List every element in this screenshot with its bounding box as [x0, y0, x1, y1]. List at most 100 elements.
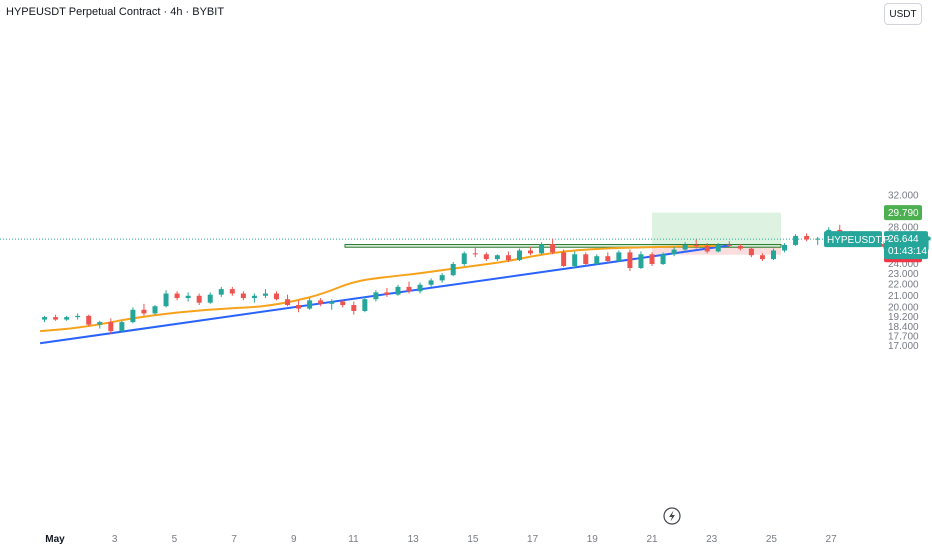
time-tick-label: 17: [527, 534, 539, 545]
time-tick-label: 9: [291, 534, 297, 545]
candle-body: [218, 289, 224, 295]
candle: [516, 248, 522, 262]
candle: [472, 246, 478, 258]
candle: [119, 320, 125, 333]
candle: [428, 278, 434, 287]
candle: [229, 286, 235, 296]
candle: [218, 286, 224, 297]
candle: [616, 250, 622, 263]
candle-body: [119, 322, 125, 332]
candle-body: [539, 244, 545, 254]
candle: [152, 305, 158, 315]
price-tick-label: 32.000: [888, 191, 919, 202]
candle-body: [726, 244, 732, 246]
time-tick-label: 25: [766, 534, 778, 545]
target-price-label-bg: [884, 205, 922, 221]
candles: [42, 224, 931, 334]
time-tick-label: 27: [826, 534, 838, 545]
candle: [737, 244, 743, 251]
support-zone-box: [344, 243, 782, 248]
candle-body: [737, 245, 743, 249]
candle: [461, 251, 467, 266]
candle-body: [340, 301, 346, 306]
candle-body: [516, 250, 522, 261]
candle: [793, 234, 799, 246]
candle: [163, 290, 169, 308]
candle: [373, 290, 379, 302]
candle-body: [782, 244, 788, 251]
candle: [318, 298, 324, 307]
price-tick-label: 20.000: [888, 302, 919, 313]
candle-body: [64, 317, 70, 320]
chart-title: HYPEUSDT Perpetual Contract · 4h · BYBIT: [6, 6, 225, 18]
candle-body: [461, 253, 467, 264]
candle-body: [251, 295, 257, 299]
lightning-icon-ring[interactable]: [663, 507, 681, 525]
candle-body: [296, 305, 302, 309]
candle-body: [384, 292, 390, 295]
candle: [693, 239, 699, 249]
candle: [296, 300, 302, 313]
candle-body: [550, 244, 556, 253]
candle: [804, 233, 810, 242]
candle-body: [351, 305, 357, 311]
candle: [881, 241, 887, 249]
price-tick-label: 28.000: [888, 222, 919, 233]
price-labels: 29.79024.95625.80026.64401:43:14HYPEUSDT…: [824, 205, 928, 263]
candle: [704, 243, 710, 254]
lightning-icon-bolt[interactable]: [669, 510, 675, 522]
time-tick-label: 21: [646, 534, 658, 545]
candle: [329, 299, 335, 310]
candle-body: [483, 254, 489, 260]
candle-body: [793, 235, 799, 245]
price-tick-label: 24.000: [888, 259, 919, 270]
candle-body: [75, 315, 81, 318]
candle-body: [185, 295, 191, 299]
candle: [351, 301, 357, 315]
candle: [450, 262, 456, 277]
candle: [273, 291, 279, 301]
time-axis[interactable]: May 3 5 7 9 11 13 15 17 19 21 23 25 27: [45, 534, 837, 545]
candle-body: [141, 309, 147, 314]
lightning-icon[interactable]: [663, 507, 681, 525]
symbol-label-bg: [824, 231, 882, 248]
symbol-label: HYPEUSDT.P: [824, 231, 890, 248]
candle-body: [682, 244, 688, 250]
candle: [362, 296, 368, 313]
candle-body: [528, 250, 534, 254]
candle: [307, 298, 313, 310]
candle-body: [318, 300, 324, 304]
candle-body: [660, 254, 666, 264]
candle: [925, 235, 931, 250]
candle: [75, 313, 81, 320]
profit-zone: [652, 212, 781, 247]
candle: [53, 314, 59, 321]
candle: [528, 246, 534, 256]
candle-body: [583, 254, 589, 264]
last-price-text: 26.644: [888, 234, 919, 245]
candle: [815, 236, 821, 245]
candle: [583, 252, 589, 266]
candle: [671, 246, 677, 257]
candle: [439, 273, 445, 283]
candle-body: [229, 289, 235, 294]
candle-body: [704, 245, 710, 252]
candle: [505, 251, 511, 263]
time-tick-label: 7: [231, 534, 237, 545]
candle-body: [925, 236, 931, 241]
price-tick-label: 21.000: [888, 291, 919, 302]
candle-body: [395, 286, 401, 295]
currency-button[interactable]: USDT: [884, 3, 922, 25]
candle-body: [152, 306, 158, 314]
candle-body: [406, 286, 412, 292]
candle: [748, 246, 754, 258]
candle: [682, 242, 688, 252]
candle: [340, 300, 346, 308]
candle-body: [770, 250, 776, 260]
candle: [174, 291, 180, 301]
candle: [384, 287, 390, 297]
candle-body: [671, 249, 677, 255]
